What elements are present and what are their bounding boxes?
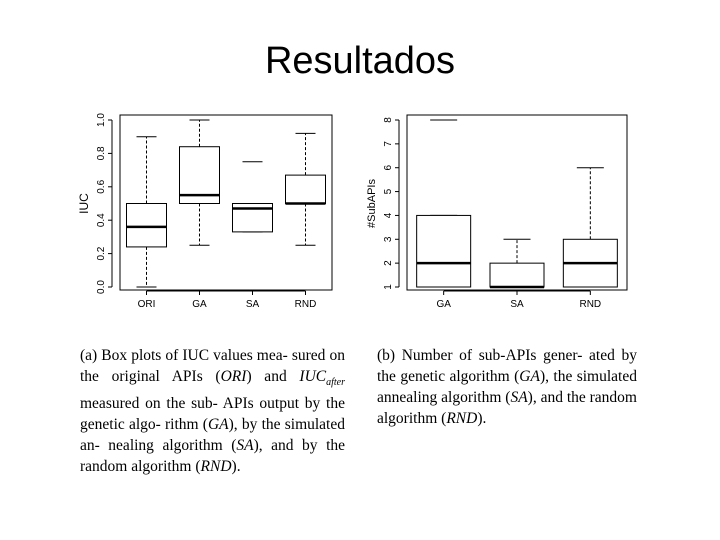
x-tick-label: RND — [579, 299, 601, 310]
caption-a-text: Box plots of IUC values mea- sured on th… — [80, 347, 345, 385]
y-tick-label: 1.0 — [96, 113, 107, 127]
caption-a-sa: SA — [236, 437, 254, 455]
y-tick-label: 0.0 — [96, 280, 107, 294]
subapis-box-plot: 1 2 3 4 5 6 7 8 #SubAPIs GA SA RND — [366, 114, 628, 310]
caption-a-rnd: RND — [200, 458, 232, 476]
caption-b-text: ), and the random algorithm ( — [377, 389, 637, 427]
y-tick-label: 7 — [383, 141, 394, 147]
box-rnd — [285, 174, 326, 204]
caption-b: (b) Number of sub-APIs gener- ated by th… — [377, 345, 637, 429]
y-axis-label: #SubAPIs — [366, 179, 378, 228]
x-tick-label: GA — [192, 299, 207, 310]
caption-b-text: Number of sub-APIs gener- ated by the ge… — [377, 347, 637, 385]
caption-a-text: ) and — [246, 368, 300, 385]
plot-frame — [119, 114, 333, 291]
y-tick-label: 0.6 — [96, 179, 107, 193]
caption-b-ga: GA — [519, 368, 540, 385]
caption-a: (a) Box plots of IUC values mea- sured o… — [80, 345, 345, 477]
caption-a-after: after — [326, 377, 345, 389]
caption-b-label: (b) — [377, 347, 396, 364]
y-tick-label: 6 — [383, 164, 394, 170]
caption-b-sa: SA — [510, 389, 528, 406]
caption-a-ori: ORI — [220, 368, 247, 385]
y-tick-label: 5 — [383, 188, 394, 194]
slide-title: Resultados — [264, 40, 456, 82]
x-tick-label: SA — [246, 299, 260, 310]
plot-frame — [406, 114, 628, 291]
y-tick-label: 8 — [383, 117, 394, 123]
y-tick-label: 1 — [383, 284, 394, 290]
caption-a-text: ), and by the random algorithm ( — [80, 437, 346, 476]
caption-a-iuc: IUC — [299, 368, 327, 385]
x-tick-label: SA — [510, 299, 524, 310]
x-tick-label: RND — [295, 299, 317, 310]
box-ori — [126, 203, 167, 248]
y-tick-label: 4 — [383, 212, 394, 218]
caption-a-text: ), by the simulated an- nealing algorith… — [80, 416, 345, 455]
caption-b-text: ), the simulated annealing algorithm ( — [377, 368, 637, 406]
y-tick-label: 2 — [383, 260, 394, 266]
y-axis-label: IUC — [77, 193, 91, 214]
caption-a-text: measured on the sub- APIs output by the … — [80, 395, 345, 434]
x-tick-label: GA — [436, 299, 451, 310]
y-tick-label: 0.8 — [96, 146, 107, 160]
caption-a-label: (a) — [80, 347, 98, 364]
y-tick-label: 0.4 — [96, 213, 107, 227]
caption-a-text: ). — [231, 458, 241, 476]
y-tick-label: 3 — [383, 236, 394, 242]
box-ga — [416, 214, 472, 288]
box-sa — [489, 262, 545, 288]
caption-b-rnd: RND — [446, 410, 478, 427]
caption-a-ga: GA — [207, 416, 229, 434]
iuc-box-plot: 0.0 0.2 0.4 0.6 0.8 1.0 IUC ORI GA SA RND — [77, 113, 333, 310]
y-tick-label: 0.2 — [96, 246, 107, 260]
x-tick-label: ORI — [138, 299, 156, 310]
caption-b-text: ). — [477, 410, 487, 427]
